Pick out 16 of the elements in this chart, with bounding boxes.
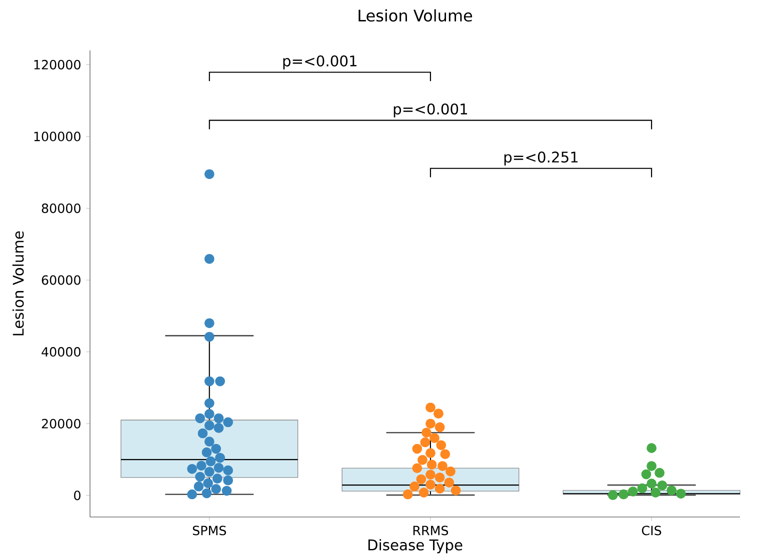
y-tick-label: 60000 [42,275,80,285]
x-axis-title: Disease Type [368,539,462,554]
x-tick-label: RRMS [413,526,448,536]
annotation: p=<0.001 [283,55,356,70]
x-tick-label: SPMS [192,526,226,536]
chart-title: Lesion Volume [358,9,472,22]
y-tick-label: 80000 [42,203,80,214]
y-tick-label: 120000 [34,60,80,70]
x-tick-label: CIS [642,526,662,536]
y-tick-label: 0 [74,490,80,500]
annotation: p=<0.251 [504,152,578,166]
y-tick-label: 20000 [42,418,80,428]
y-tick-label: 40000 [42,347,80,357]
y-tick-label: 100000 [34,132,80,142]
annotation: p=<0.001 [394,103,468,118]
y-axis-title: Lesion Volume [12,231,24,336]
